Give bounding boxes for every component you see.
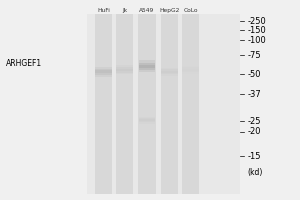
Bar: [161, 69, 178, 74]
Bar: [138, 14, 156, 194]
Text: -250: -250: [248, 17, 266, 26]
Bar: [182, 14, 199, 194]
Bar: [116, 67, 133, 72]
Text: (kd): (kd): [248, 168, 263, 177]
Bar: [139, 60, 155, 72]
Text: -37: -37: [248, 90, 261, 99]
Bar: [95, 70, 112, 73]
Bar: [95, 69, 112, 75]
Bar: [182, 69, 199, 71]
Text: A549: A549: [140, 8, 154, 13]
Bar: [161, 14, 178, 194]
Bar: [161, 68, 178, 76]
Bar: [139, 117, 155, 124]
Bar: [161, 71, 178, 73]
Bar: [116, 65, 133, 74]
Bar: [139, 63, 155, 70]
Text: -75: -75: [248, 51, 261, 60]
Text: -25: -25: [248, 117, 261, 126]
Text: ARHGEF1: ARHGEF1: [6, 60, 42, 68]
Bar: [87, 14, 240, 194]
Bar: [139, 119, 155, 121]
Text: -100: -100: [248, 36, 266, 45]
Text: HepG2: HepG2: [159, 8, 180, 13]
Bar: [139, 118, 155, 122]
Bar: [116, 14, 133, 194]
Bar: [95, 14, 112, 194]
Text: CoLo: CoLo: [183, 8, 198, 13]
Bar: [116, 69, 133, 71]
Bar: [182, 67, 199, 72]
Bar: [95, 67, 112, 77]
Text: -20: -20: [248, 127, 261, 136]
Text: -15: -15: [248, 152, 261, 161]
Bar: [182, 66, 199, 74]
Text: Jk: Jk: [122, 8, 127, 13]
Bar: [139, 65, 155, 68]
Text: -150: -150: [248, 26, 266, 35]
Text: -50: -50: [248, 70, 261, 79]
Text: HuFi: HuFi: [97, 8, 110, 13]
